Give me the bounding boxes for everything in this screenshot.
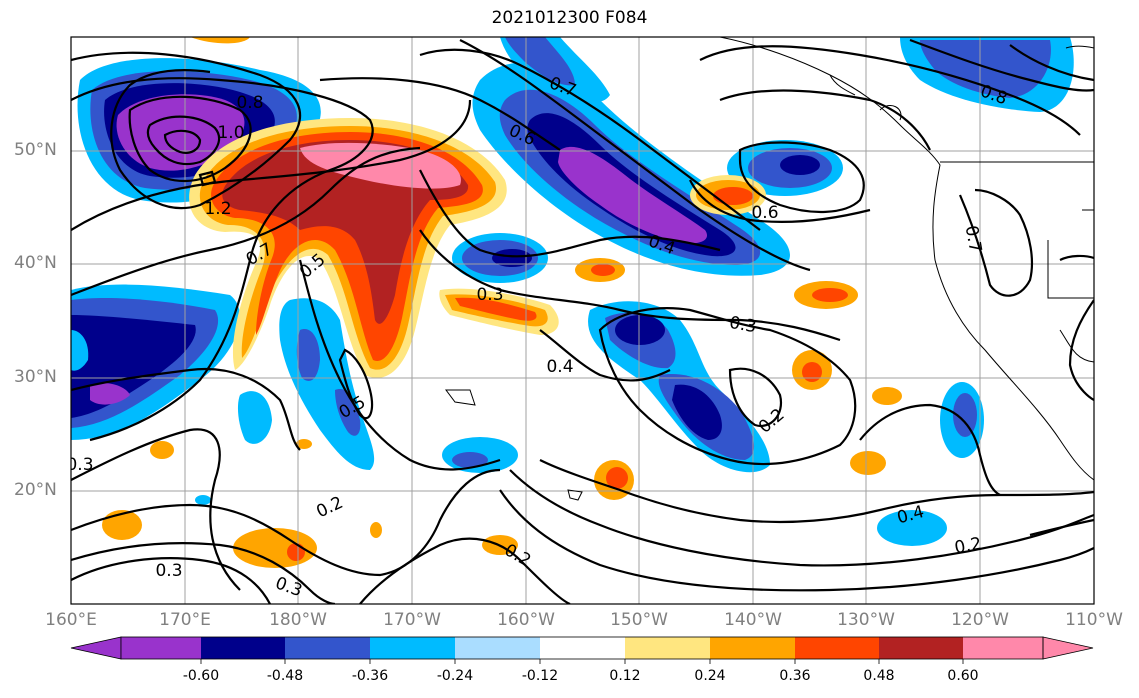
contour-label: 0.6 <box>751 203 778 223</box>
colorbar-tick-label: -0.24 <box>436 668 474 684</box>
colorbar-frame <box>120 636 1044 660</box>
lon-label: 140°W <box>724 610 782 630</box>
colorbar <box>70 636 1094 664</box>
colorbar-tick-label: -0.48 <box>266 668 304 684</box>
colorbar-tick-label: 0.12 <box>609 668 641 684</box>
colorbar-tick-label: 0.48 <box>863 668 895 684</box>
colorbar-tick-label: -0.60 <box>182 668 220 684</box>
lon-label: 120°W <box>951 610 1009 630</box>
lon-label: 150°W <box>610 610 668 630</box>
colorbar-high-extension <box>1042 636 1094 660</box>
colorbar-bin <box>201 637 285 659</box>
colorbar-tick-label: 0.24 <box>694 668 726 684</box>
graticule <box>71 37 1094 604</box>
map-panel: 0.8 1.0 1.2 0.7 0.5 0.3 0.4 0.5 0.2 0.3 … <box>66 37 1094 604</box>
lat-label: 50°N <box>14 140 57 160</box>
lon-label: 180°W <box>269 610 327 630</box>
lon-label: 130°W <box>837 610 895 630</box>
contour-lines <box>71 38 1094 604</box>
lat-label: 20°N <box>14 480 57 500</box>
contour-label: 0.3 <box>476 285 503 305</box>
colorbar-bin <box>121 637 201 659</box>
colorbar-bin <box>710 637 795 659</box>
colorbar-bin <box>540 637 625 659</box>
contour-label: 1.2 <box>204 199 231 219</box>
colorbar-bin <box>625 637 710 659</box>
colorbar-bin <box>963 637 1043 659</box>
contour-label: 0.2 <box>953 534 983 558</box>
coastlines <box>445 37 1094 501</box>
lat-label: 40°N <box>14 253 57 273</box>
contour-label: 0.3 <box>155 561 182 581</box>
lon-label: 160°E <box>45 610 97 630</box>
colorbar-tick-label: -0.12 <box>521 668 559 684</box>
contour-label: 0.3 <box>728 313 758 337</box>
map-frame <box>70 36 1095 605</box>
lat-label: 30°N <box>14 367 57 387</box>
contour-label: 0.3 <box>66 455 93 475</box>
lon-label: 170°E <box>159 610 211 630</box>
contour-label: 0.7 <box>961 224 985 254</box>
lon-label: 160°W <box>497 610 555 630</box>
colorbar-bin <box>879 637 963 659</box>
lon-label: 170°W <box>383 610 441 630</box>
colorbar-bin <box>795 637 879 659</box>
colorbar-tick-label: -0.36 <box>351 668 389 684</box>
colorbar-bin <box>285 637 370 659</box>
lon-label: 110°W <box>1065 610 1123 630</box>
colorbar-bin <box>455 637 540 659</box>
map-title: 2021012300 F084 <box>491 8 648 28</box>
contour-label: 0.4 <box>546 357 573 377</box>
contour-label: 1.0 <box>217 123 244 143</box>
contour-label: 0.8 <box>236 93 263 113</box>
colorbar-bin <box>370 637 455 659</box>
colorbar-tick-label: 0.36 <box>779 668 811 684</box>
colorbar-low-extension <box>70 636 122 660</box>
colorbar-tick-label: 0.60 <box>947 668 979 684</box>
